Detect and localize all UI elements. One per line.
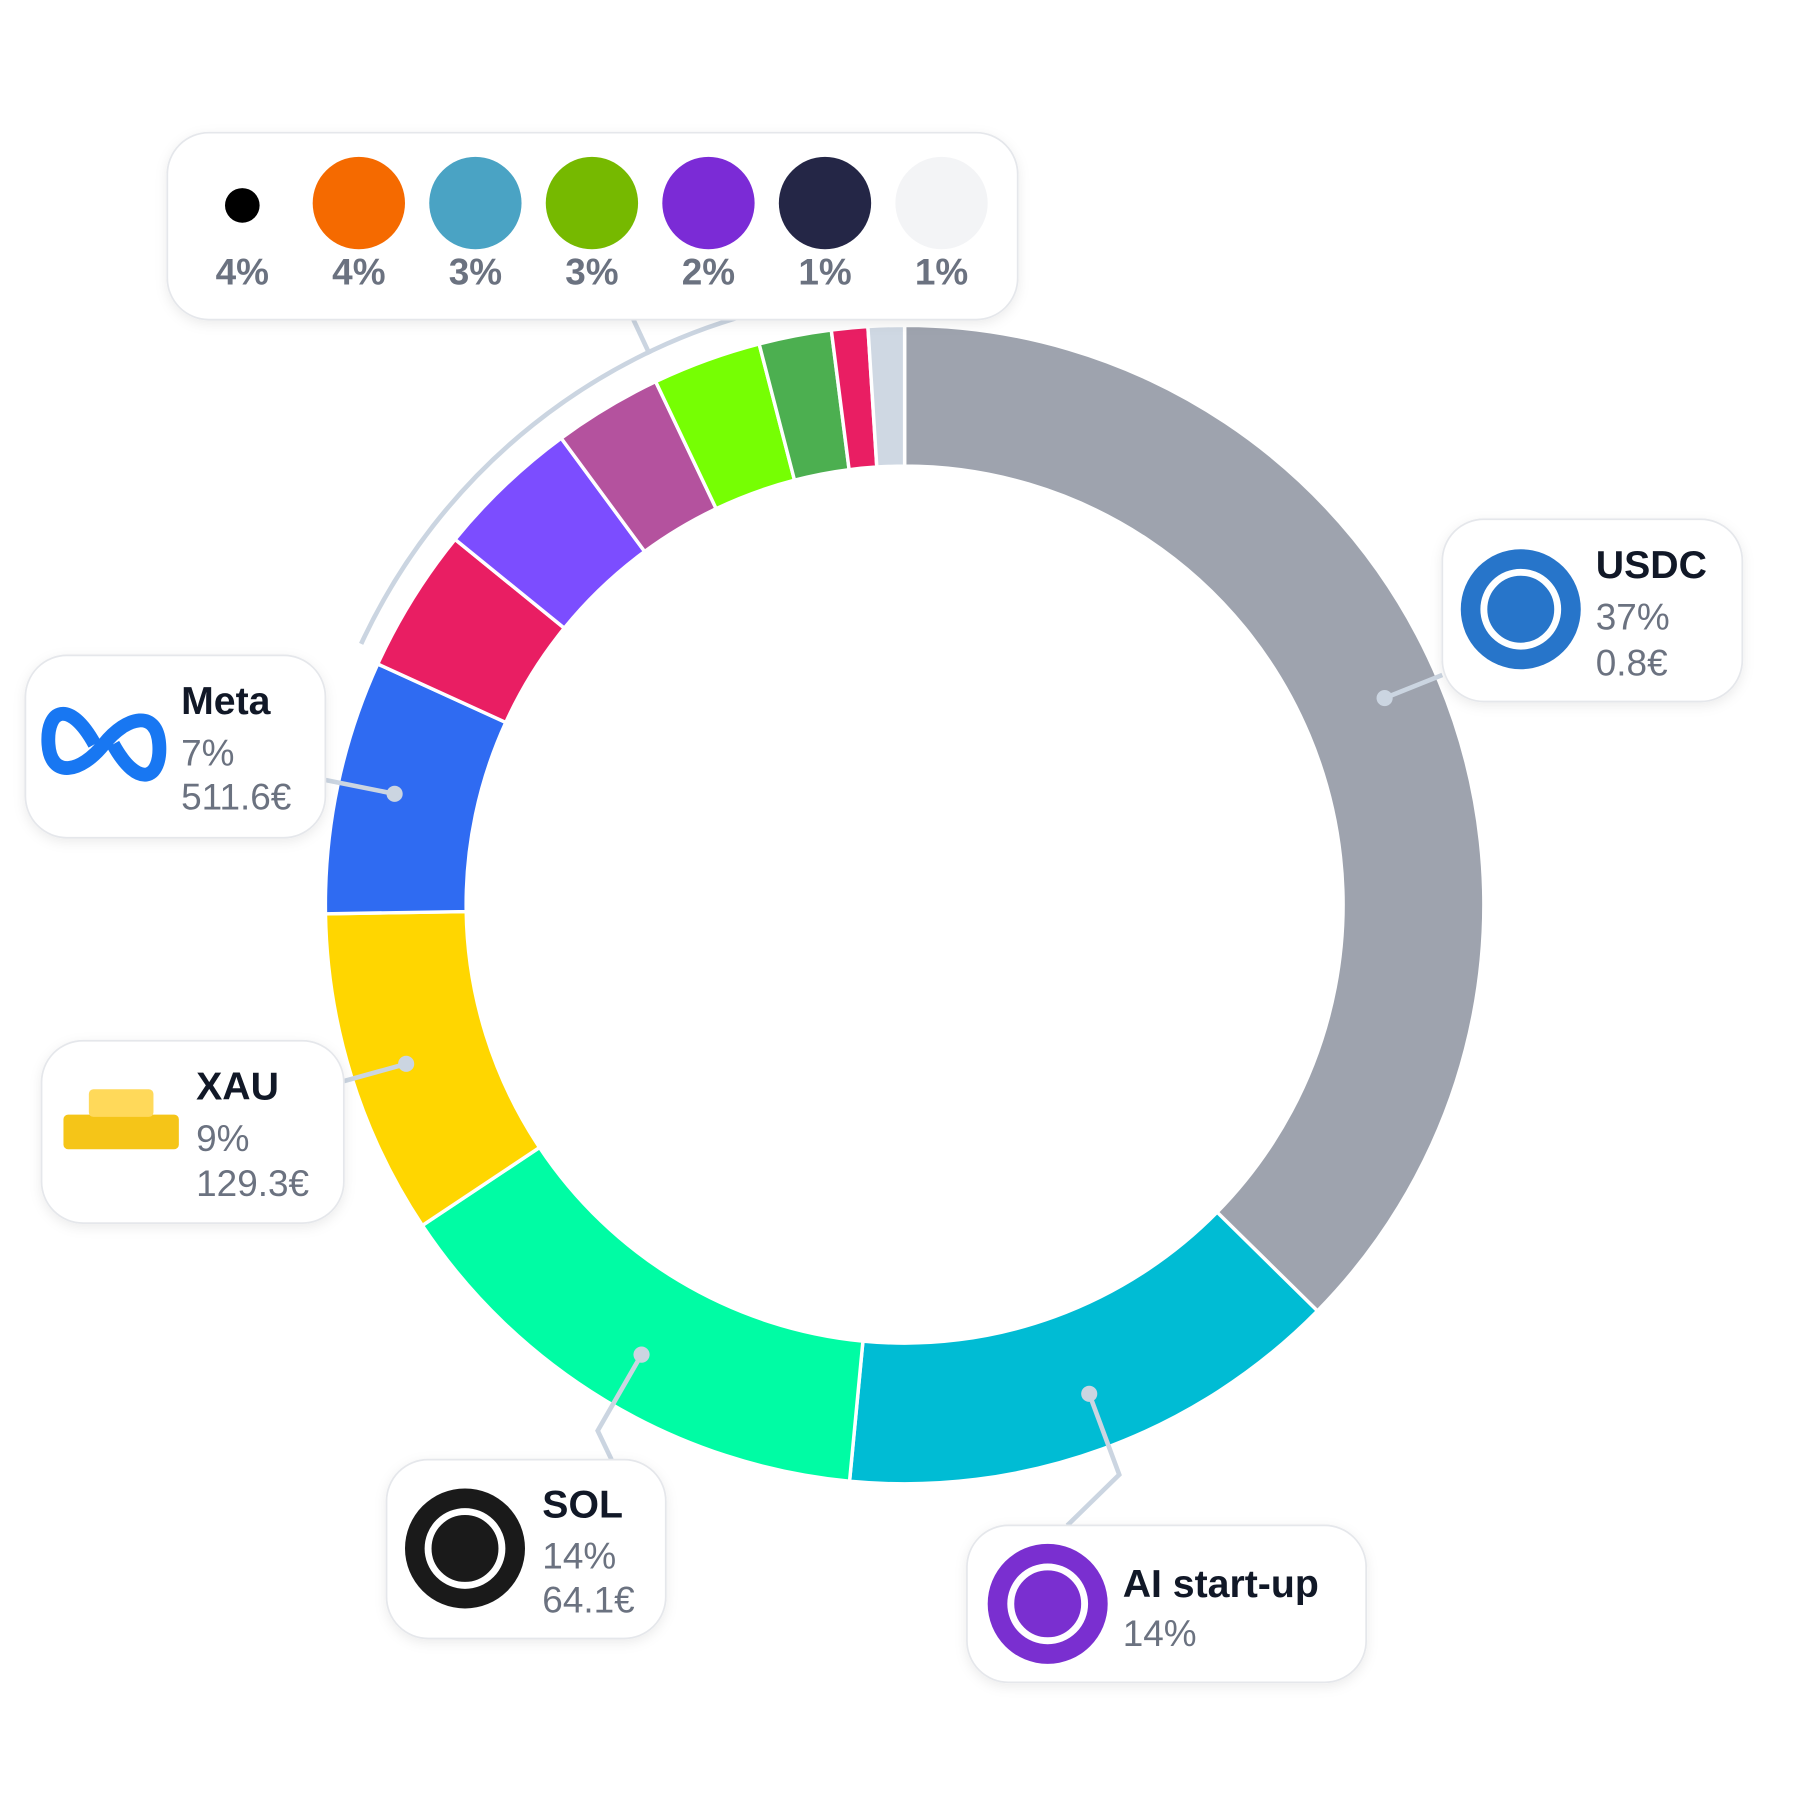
connector xyxy=(630,316,652,356)
icon-ring xyxy=(424,1508,506,1589)
holding-percent: 1% xyxy=(915,251,968,292)
callout-percent: 7% xyxy=(181,733,234,774)
callout-amount: 129.3€ xyxy=(196,1163,309,1204)
connector xyxy=(1383,672,1444,701)
callout-name: USDC xyxy=(1596,543,1707,587)
connector xyxy=(324,777,396,797)
segment xyxy=(847,1209,1320,1486)
holding-percent: 2% xyxy=(682,251,735,292)
holding-icon xyxy=(895,156,988,250)
icon xyxy=(41,706,167,782)
holding-icon xyxy=(545,156,639,250)
holding-percent: 3% xyxy=(449,251,502,292)
callout-percent: 14% xyxy=(1123,1613,1197,1654)
callout-name: Meta xyxy=(181,679,272,723)
holding-icon xyxy=(312,156,405,250)
callout-percent: 37% xyxy=(1596,596,1670,637)
holding-icon xyxy=(778,156,872,250)
callout-name: AI start-up xyxy=(1123,1562,1319,1606)
icon xyxy=(405,1488,525,1609)
connector xyxy=(595,1353,644,1461)
small-holdings: 4% 4% 3% 3% 2% 1% 1% xyxy=(196,156,988,292)
holding-percent: 3% xyxy=(565,251,618,292)
connector xyxy=(343,1061,407,1084)
holding-percent: 4% xyxy=(332,251,385,292)
callout-amount: 64.1€ xyxy=(542,1579,634,1620)
icon-ring xyxy=(1480,568,1562,650)
segment xyxy=(902,323,1486,1314)
callout-amount: 511.6€ xyxy=(181,776,291,817)
icon xyxy=(1460,549,1581,670)
icon xyxy=(88,1089,154,1117)
callout-percent: 9% xyxy=(196,1118,249,1159)
connector-dot xyxy=(633,1346,650,1363)
callout-name: XAU xyxy=(196,1065,279,1109)
holding-icon xyxy=(225,188,260,223)
holding-percent: 4% xyxy=(216,251,269,292)
connector xyxy=(1065,1393,1122,1528)
icon xyxy=(63,1114,179,1150)
holding-icon xyxy=(429,156,522,250)
callout-box xyxy=(24,654,327,839)
connector-dot xyxy=(1376,690,1393,707)
group-arc xyxy=(359,303,786,645)
callout-name: SOL xyxy=(542,1482,623,1526)
donut xyxy=(323,323,1486,1486)
connector-dot xyxy=(1081,1385,1098,1402)
segment xyxy=(419,1145,865,1484)
callout-box xyxy=(40,1039,345,1224)
segment xyxy=(866,323,907,469)
icon xyxy=(987,1543,1108,1664)
callout-percent: 14% xyxy=(542,1536,616,1577)
callout-amount: 0.8€ xyxy=(1596,643,1668,684)
connector-dot xyxy=(386,785,403,802)
holding-icon xyxy=(662,156,755,250)
connector-dot xyxy=(398,1055,415,1072)
holding-percent: 1% xyxy=(798,251,851,292)
icon-ring xyxy=(1007,1563,1089,1645)
